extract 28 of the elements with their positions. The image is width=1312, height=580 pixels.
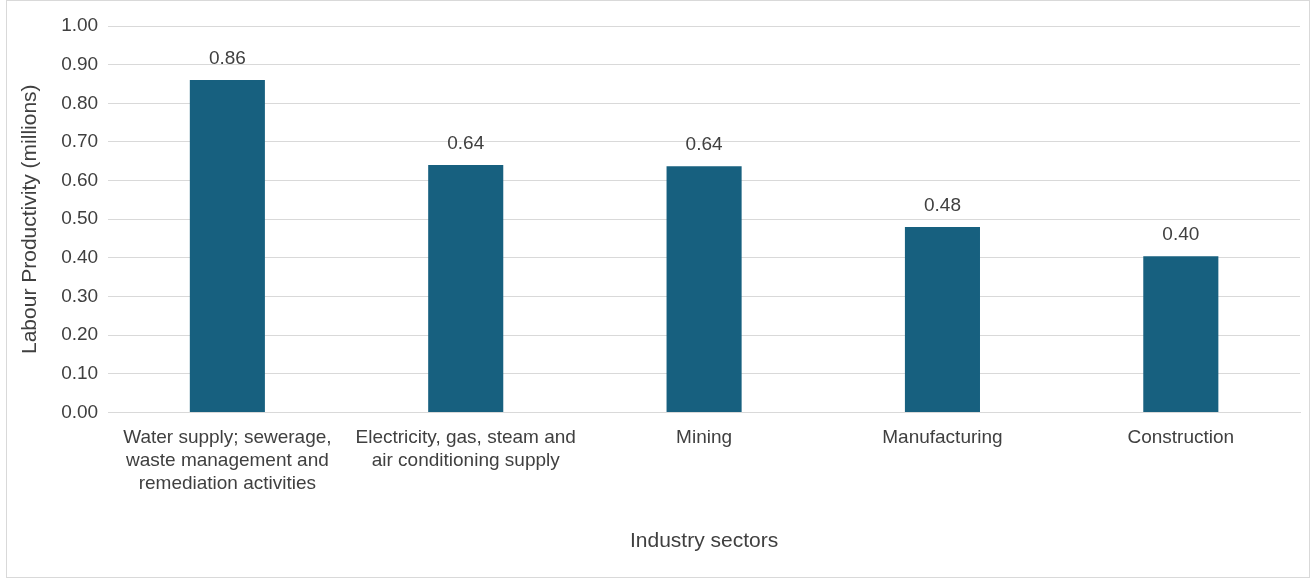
- x-tick-label: Mining: [676, 426, 733, 448]
- y-tick-label: 0.90: [61, 52, 99, 74]
- y-tick-label: 0.10: [61, 361, 99, 383]
- y-tick-label: 0.60: [61, 168, 99, 190]
- bar: [189, 80, 265, 412]
- y-tick-label: 0.30: [61, 284, 99, 306]
- y-tick-label: 0.50: [61, 207, 99, 229]
- y-tick-label: 0.20: [61, 323, 99, 345]
- data-label: 0.40: [1162, 223, 1200, 245]
- data-label: 0.86: [208, 46, 246, 68]
- x-tick-label: Electricity, gas, steam and air conditioning supply: [355, 426, 576, 470]
- x-tick-label: Construction: [1127, 426, 1235, 448]
- y-tick-label: 1.00: [61, 14, 99, 36]
- data-label: 0.64: [685, 133, 724, 154]
- y-tick-label: 0.40: [61, 246, 99, 268]
- data-label: 0.48: [923, 193, 961, 215]
- x-axis-title: Industry sectors: [629, 528, 779, 552]
- bar: [904, 226, 980, 412]
- y-tick-label: 0.80: [61, 91, 99, 113]
- bar: [1143, 256, 1219, 412]
- y-tick-label: 0.00: [61, 400, 99, 422]
- y-tick-label: 0.70: [61, 130, 99, 152]
- x-tick-label: Manufacturing: [882, 426, 1003, 448]
- y-axis-title: Labour Productivity (millions): [17, 84, 41, 354]
- x-tick-label: Water supply; sewerage, waste management and remediation activities: [123, 426, 332, 493]
- bar: [666, 166, 742, 412]
- data-label: 0.64: [447, 131, 485, 153]
- bar: [428, 165, 504, 412]
